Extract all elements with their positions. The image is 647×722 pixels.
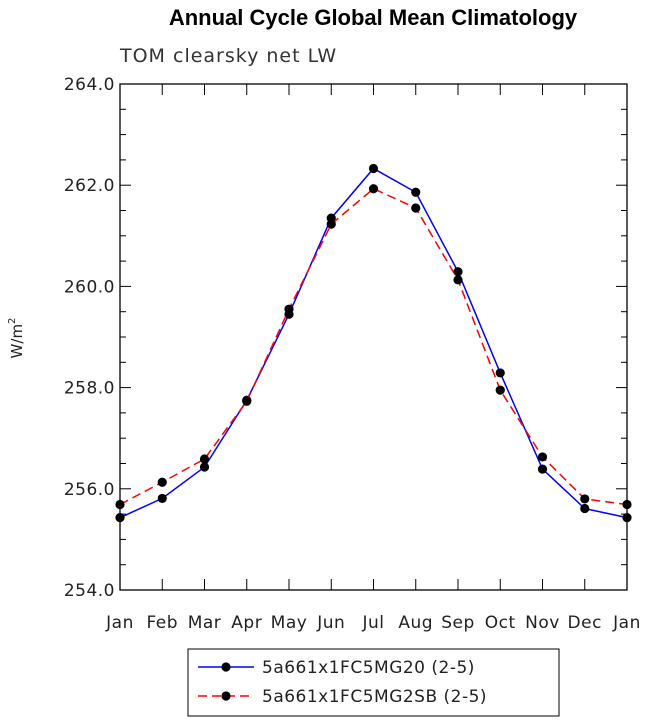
x-tick-label: May: [271, 613, 308, 633]
y-tick-label: 256.0: [64, 480, 115, 500]
data-point: [368, 163, 379, 174]
data-point: [411, 187, 421, 197]
plot-border: [119, 83, 628, 591]
plot-frame: [119, 83, 628, 591]
legend-label-1: 5a661x1FC5MG20 (2-5): [262, 658, 475, 678]
legend-marker-2: [221, 691, 231, 701]
x-tick-label: Mar: [188, 613, 222, 633]
y-tick-label: 254.0: [64, 581, 115, 601]
data-point: [495, 368, 505, 378]
data-point: [453, 267, 463, 277]
data-point: [622, 513, 632, 523]
data-point: [115, 513, 125, 523]
data-point: [157, 493, 167, 504]
series-2: [115, 184, 632, 510]
data-point: [537, 452, 548, 462]
data-point: [326, 219, 336, 229]
x-tick-label: Nov: [525, 613, 560, 633]
chart-subtitle: TOM clearsky net LW: [119, 45, 337, 67]
data-point: [284, 304, 294, 314]
data-point: [453, 275, 463, 285]
data-point: [411, 203, 421, 213]
series-line: [119, 187, 628, 506]
data-point: [622, 499, 632, 510]
x-tick-label: Sep: [441, 613, 475, 633]
x-tick-label: Jan: [105, 613, 134, 633]
chart-title: Annual Cycle Global Mean Climatology: [169, 5, 578, 30]
data-point: [580, 494, 590, 504]
legend-marker-1: [221, 662, 231, 672]
data-point: [199, 454, 210, 464]
x-tick-label: Apr: [231, 613, 262, 633]
legend-label-2: 5a661x1FC5MG2SB (2-5): [262, 687, 487, 707]
data-point: [115, 499, 125, 510]
x-tick-label: Jul: [361, 613, 384, 633]
data-point: [495, 385, 505, 395]
series-1: [115, 163, 632, 523]
y-tick-label: 264.0: [64, 75, 115, 95]
x-tick-label: Jan: [612, 613, 641, 633]
data-point: [368, 184, 379, 194]
y-axis-label-text: W/m: [8, 324, 26, 359]
x-tick-label: Oct: [485, 613, 516, 633]
data-point: [157, 477, 167, 487]
x-tick-label: Feb: [146, 613, 178, 633]
x-axis: Jan Feb Mar Apr May Jun Jul Aug Sep Oct Nov Dec Jan: [105, 84, 641, 633]
x-tick-label: Jun: [316, 613, 345, 633]
legend: 5a661x1FC5MG20 (2-5) 5a661x1FC5MG2SB (2-5…: [187, 648, 560, 717]
legend-box: [187, 648, 560, 717]
x-tick-label: Aug: [398, 613, 433, 633]
x-tick-label: Dec: [568, 613, 602, 633]
data-point: [580, 503, 590, 514]
y-tick-label: 262.0: [64, 176, 115, 196]
y-tick-label: 258.0: [64, 379, 115, 399]
y-axis-label-superscript: 2: [7, 318, 18, 324]
data-point: [242, 396, 252, 406]
y-axis-label: W/m2: [7, 318, 26, 359]
data-point: [199, 462, 210, 472]
data-point: [537, 464, 548, 474]
y-tick-label: 260.0: [64, 277, 115, 297]
y-axis: 254.0 256.0 258.0 260.0 262.0 264.0: [64, 75, 627, 601]
series-layer: [115, 163, 632, 523]
